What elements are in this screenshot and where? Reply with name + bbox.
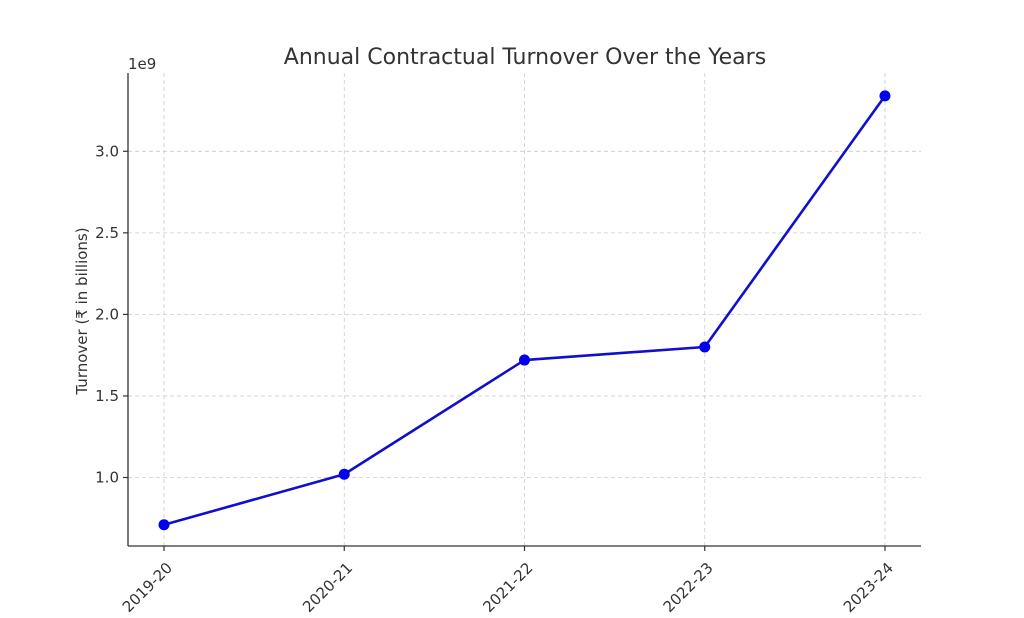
x-tick-label: 2023-24: [840, 559, 897, 614]
x-tick-label: 2022-23: [660, 559, 717, 614]
y-tick-label: 2.0: [95, 305, 119, 323]
chart-title: Annual Contractual Turnover Over the Yea…: [284, 45, 766, 70]
y-axis-label: Turnover (₹ in billions): [73, 227, 91, 395]
x-tick-label: 2020-21: [299, 559, 356, 614]
x-tick-label: 2019-20: [119, 559, 176, 614]
y-tick-label: 2.5: [95, 224, 119, 242]
grid-layer: [128, 73, 921, 546]
data-point-marker: [879, 90, 891, 102]
data-point-marker: [158, 519, 170, 531]
y-axis-offset-label: 1e9: [128, 55, 156, 73]
series-layer: [158, 90, 891, 531]
y-tick-label: 3.0: [95, 142, 119, 160]
y-tick-label: 1.5: [95, 387, 119, 405]
x-tick-label: 2021-22: [479, 559, 536, 614]
data-point-marker: [699, 341, 711, 353]
y-tick-label: 1.0: [95, 468, 119, 486]
data-point-marker: [338, 468, 350, 480]
data-point-marker: [519, 354, 530, 366]
